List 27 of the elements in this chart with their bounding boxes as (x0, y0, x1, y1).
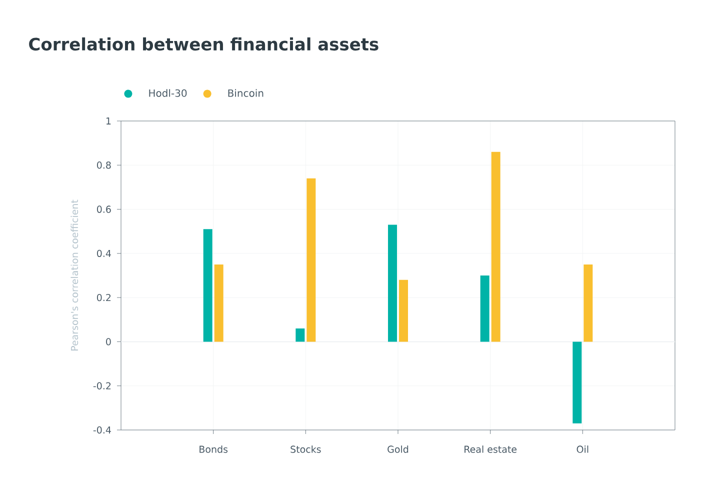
x-tick-label: Real estate (464, 446, 517, 453)
x-tick-label: Oil (576, 446, 588, 453)
y-tick-label: 0.6 (96, 206, 111, 213)
bar (491, 152, 500, 342)
y-tick-label: 0.2 (96, 294, 111, 302)
y-tick-label: 1 (106, 118, 111, 124)
bar (584, 264, 593, 342)
legend-label: Bincoin (228, 89, 264, 97)
bar (214, 264, 224, 342)
x-tick-label: Bonds (200, 446, 228, 453)
x-tick-label: Gold (388, 446, 408, 453)
x-tick-label: Stocks (290, 446, 321, 453)
bar (203, 229, 212, 342)
bar (480, 275, 490, 342)
bar (306, 178, 316, 342)
y-tick-label: 0 (106, 338, 111, 346)
bar (572, 342, 582, 424)
y-tick-label: 0.4 (96, 250, 111, 258)
y-tick-label: 0.8 (96, 162, 111, 169)
legend-label: Hodl-30 (149, 89, 187, 97)
y-tick-label: -0.4 (93, 426, 111, 434)
y-tick-label: -0.2 (93, 382, 111, 390)
chart-title: Correlation between financial assets (29, 37, 378, 51)
y-axis-title: Pearson's correlation coefficient (70, 200, 78, 350)
bar (296, 328, 305, 342)
bar (388, 224, 397, 342)
bar (399, 280, 408, 342)
